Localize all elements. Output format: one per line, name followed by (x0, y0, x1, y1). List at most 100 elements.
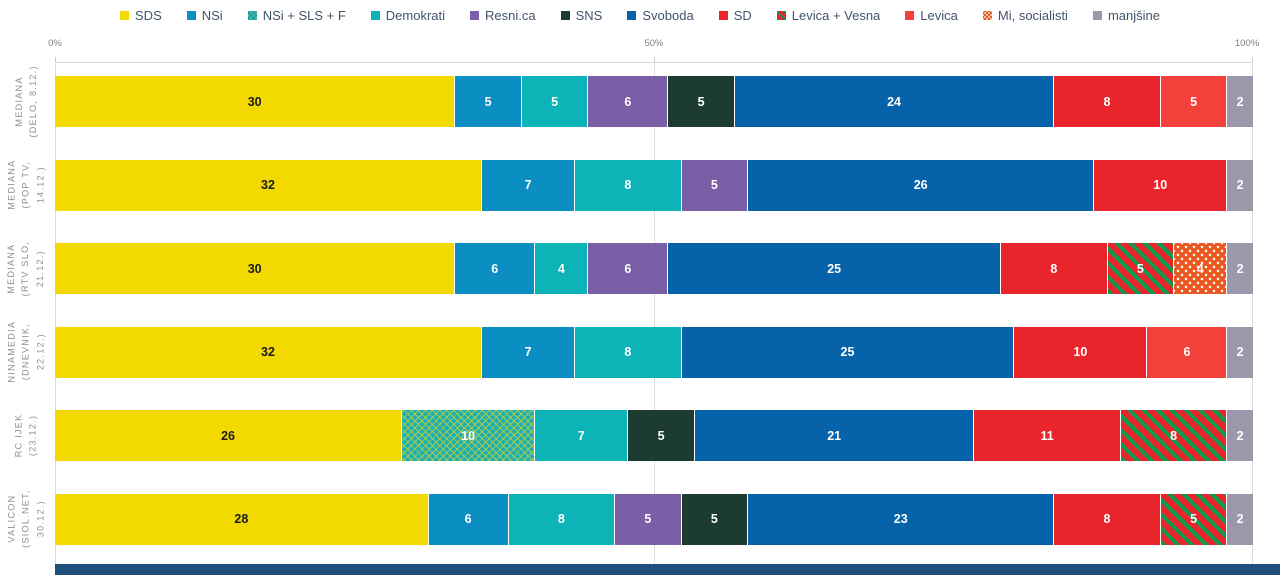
segment-value: 5 (710, 512, 718, 526)
axis-tick-50 (654, 57, 655, 62)
segment-value: 8 (624, 345, 632, 359)
segment-value: 26 (913, 178, 928, 192)
segment-value: 5 (1190, 94, 1198, 109)
bar-segment-sds: 26 (55, 410, 402, 461)
segment-value: 7 (577, 428, 585, 443)
legend-swatch-sd (718, 11, 728, 20)
bar-segment-manjsine: 2 (1226, 410, 1253, 461)
bar-segment-sns: 5 (680, 493, 748, 545)
segment-value: 10 (461, 428, 476, 443)
bar-segment-nsi_sls_f: 10 (401, 410, 535, 461)
bar-segment-sd: 8 (1053, 493, 1160, 545)
gridline-50 (654, 62, 655, 564)
segment-value: 5 (710, 178, 718, 192)
legend-item-levica: Levica (905, 8, 958, 23)
bar-segment-svoboda: 23 (747, 493, 1054, 545)
bar-segment-levica_vesna: 8 (1119, 410, 1227, 461)
segment-value: 2 (1236, 512, 1244, 526)
bar-segment-sds: 30 (55, 76, 455, 127)
row-label: NINAMEDIA (DNEVNIK, 22.12.) (6, 321, 46, 383)
segment-value: 5 (657, 428, 665, 443)
axis-tick-0 (55, 57, 56, 62)
gridline-100 (1252, 62, 1253, 564)
segment-value: 2 (1236, 94, 1244, 109)
segment-value: 2 (1236, 178, 1244, 192)
gridline-0 (55, 62, 56, 564)
segment-value: 26 (221, 428, 235, 443)
bar-row: MEDIANA (POP TV, 14.12.) 32 7 8 5 26 10 2 (6, 159, 1253, 211)
bar-segment-sd: 11 (973, 410, 1120, 461)
segment-value: 8 (1050, 261, 1058, 276)
row-label: MEDIANA (DELO, 8.12.) (13, 65, 39, 138)
bar-segment-sds: 30 (55, 243, 455, 294)
bar-segment-sd: 8 (1000, 243, 1107, 294)
bar-segment-sds: 32 (55, 159, 481, 211)
bar-segment-demokrati: 8 (507, 493, 615, 545)
bar-segment-demokrati: 5 (520, 76, 588, 127)
legend-item-resnica: Resni.ca (470, 8, 536, 23)
stacked-bar: 30 6 4 6 25 8 5 4 2 (55, 243, 1253, 294)
bar-segment-svoboda: 21 (693, 410, 974, 461)
segment-value: 24 (887, 94, 901, 109)
bar-segment-sns: 5 (667, 76, 734, 127)
bar-segment-levica_vesna: 5 (1159, 493, 1227, 545)
segment-value: 2 (1236, 428, 1244, 443)
segment-value: 5 (1190, 512, 1198, 526)
segment-value: 2 (1236, 261, 1244, 276)
segment-value: 11 (1040, 428, 1054, 443)
legend-item-mi_soc: Mi, socialisti (982, 8, 1068, 23)
stacked-bar: 26 10 7 5 21 11 8 2 (55, 410, 1253, 461)
x-tick-0: 0% (48, 38, 62, 49)
stacked-bar: 32 7 8 5 26 10 2 (55, 159, 1253, 211)
bar-segment-sd: 10 (1013, 326, 1147, 378)
row-label: RC IJEK (23.12.) (13, 413, 38, 458)
legend-swatch-manjsine (1092, 11, 1102, 20)
legend-item-levica_vesna: Levica + Vesna (776, 8, 880, 23)
bar-segment-mi_soc: 4 (1173, 243, 1227, 294)
bar-row: MEDIANA (DELO, 8.12.) 30 5 5 6 5 24 8 5 2 (14, 65, 1253, 138)
legend-item-sds: SDS (120, 8, 162, 23)
bar-segment-sns: 5 (627, 410, 694, 461)
legend-label: SDS (135, 8, 162, 23)
bar-segment-svoboda: 25 (667, 243, 1001, 294)
legend-swatch-demokrati (370, 11, 380, 20)
legend-label: SNS (575, 8, 603, 23)
bar-row: MEDIANA (RTV SLO, 21.12.) 30 6 4 6 25 8 5 4 2 (6, 241, 1253, 296)
bar-row: NINAMEDIA (DNEVNIK, 22.12.) 32 7 8 25 10 6 2 (6, 321, 1253, 383)
legend-item-sns: SNS (560, 8, 603, 23)
segment-value: 4 (1196, 261, 1204, 276)
legend-swatch-svoboda (627, 11, 637, 20)
bar-segment-manjsine: 2 (1226, 159, 1253, 211)
segment-value: 32 (261, 178, 275, 192)
segment-value: 28 (234, 512, 249, 526)
legend-label: Demokrati (385, 8, 446, 23)
segment-value: 6 (624, 94, 632, 109)
bar-segment-demokrati: 4 (534, 243, 588, 294)
bar-segment-manjsine: 2 (1226, 493, 1253, 545)
plot-area: MEDIANA (DELO, 8.12.) 30 5 5 6 5 24 8 5 2 MEDIANA … (6, 62, 1253, 564)
segment-value: 25 (840, 345, 855, 359)
segment-value: 4 (557, 261, 565, 276)
segment-value: 8 (557, 512, 565, 526)
legend-label: NSi + SLS + F (262, 8, 346, 23)
legend-swatch-sns (560, 11, 570, 20)
segment-value: 5 (551, 94, 559, 109)
segment-value: 30 (247, 94, 262, 109)
segment-value: 32 (261, 345, 275, 359)
bar-segment-nsi: 6 (454, 243, 535, 294)
row-label: MEDIANA (POP TV, 14.12.) (6, 159, 46, 211)
bar-rows: MEDIANA (DELO, 8.12.) 30 5 5 6 5 24 8 5 2 MEDIANA … (6, 65, 1253, 548)
bar-segment-sd: 8 (1053, 76, 1160, 127)
chart-legend: SDS NSi NSi + SLS + F Demokrati Resni.ca SNS S… (0, 8, 1280, 23)
legend-swatch-nsi (186, 11, 196, 20)
bar-row: VALICON (SIOL.NET, 30.12.) 28 6 8 5 5 23 8 5 2 (6, 490, 1253, 548)
axis-tick-100 (1252, 57, 1253, 62)
bar-segment-manjsine: 2 (1226, 76, 1253, 127)
row-label: VALICON (SIOL.NET, 30.12.) (6, 489, 46, 549)
x-tick-100: 100% (1234, 38, 1260, 49)
segment-value: 8 (1103, 94, 1111, 109)
legend-label: Mi, socialisti (997, 8, 1068, 23)
segment-value: 10 (1153, 178, 1168, 192)
segment-value: 10 (1073, 345, 1088, 359)
legend-label: manjšine (1107, 8, 1160, 23)
